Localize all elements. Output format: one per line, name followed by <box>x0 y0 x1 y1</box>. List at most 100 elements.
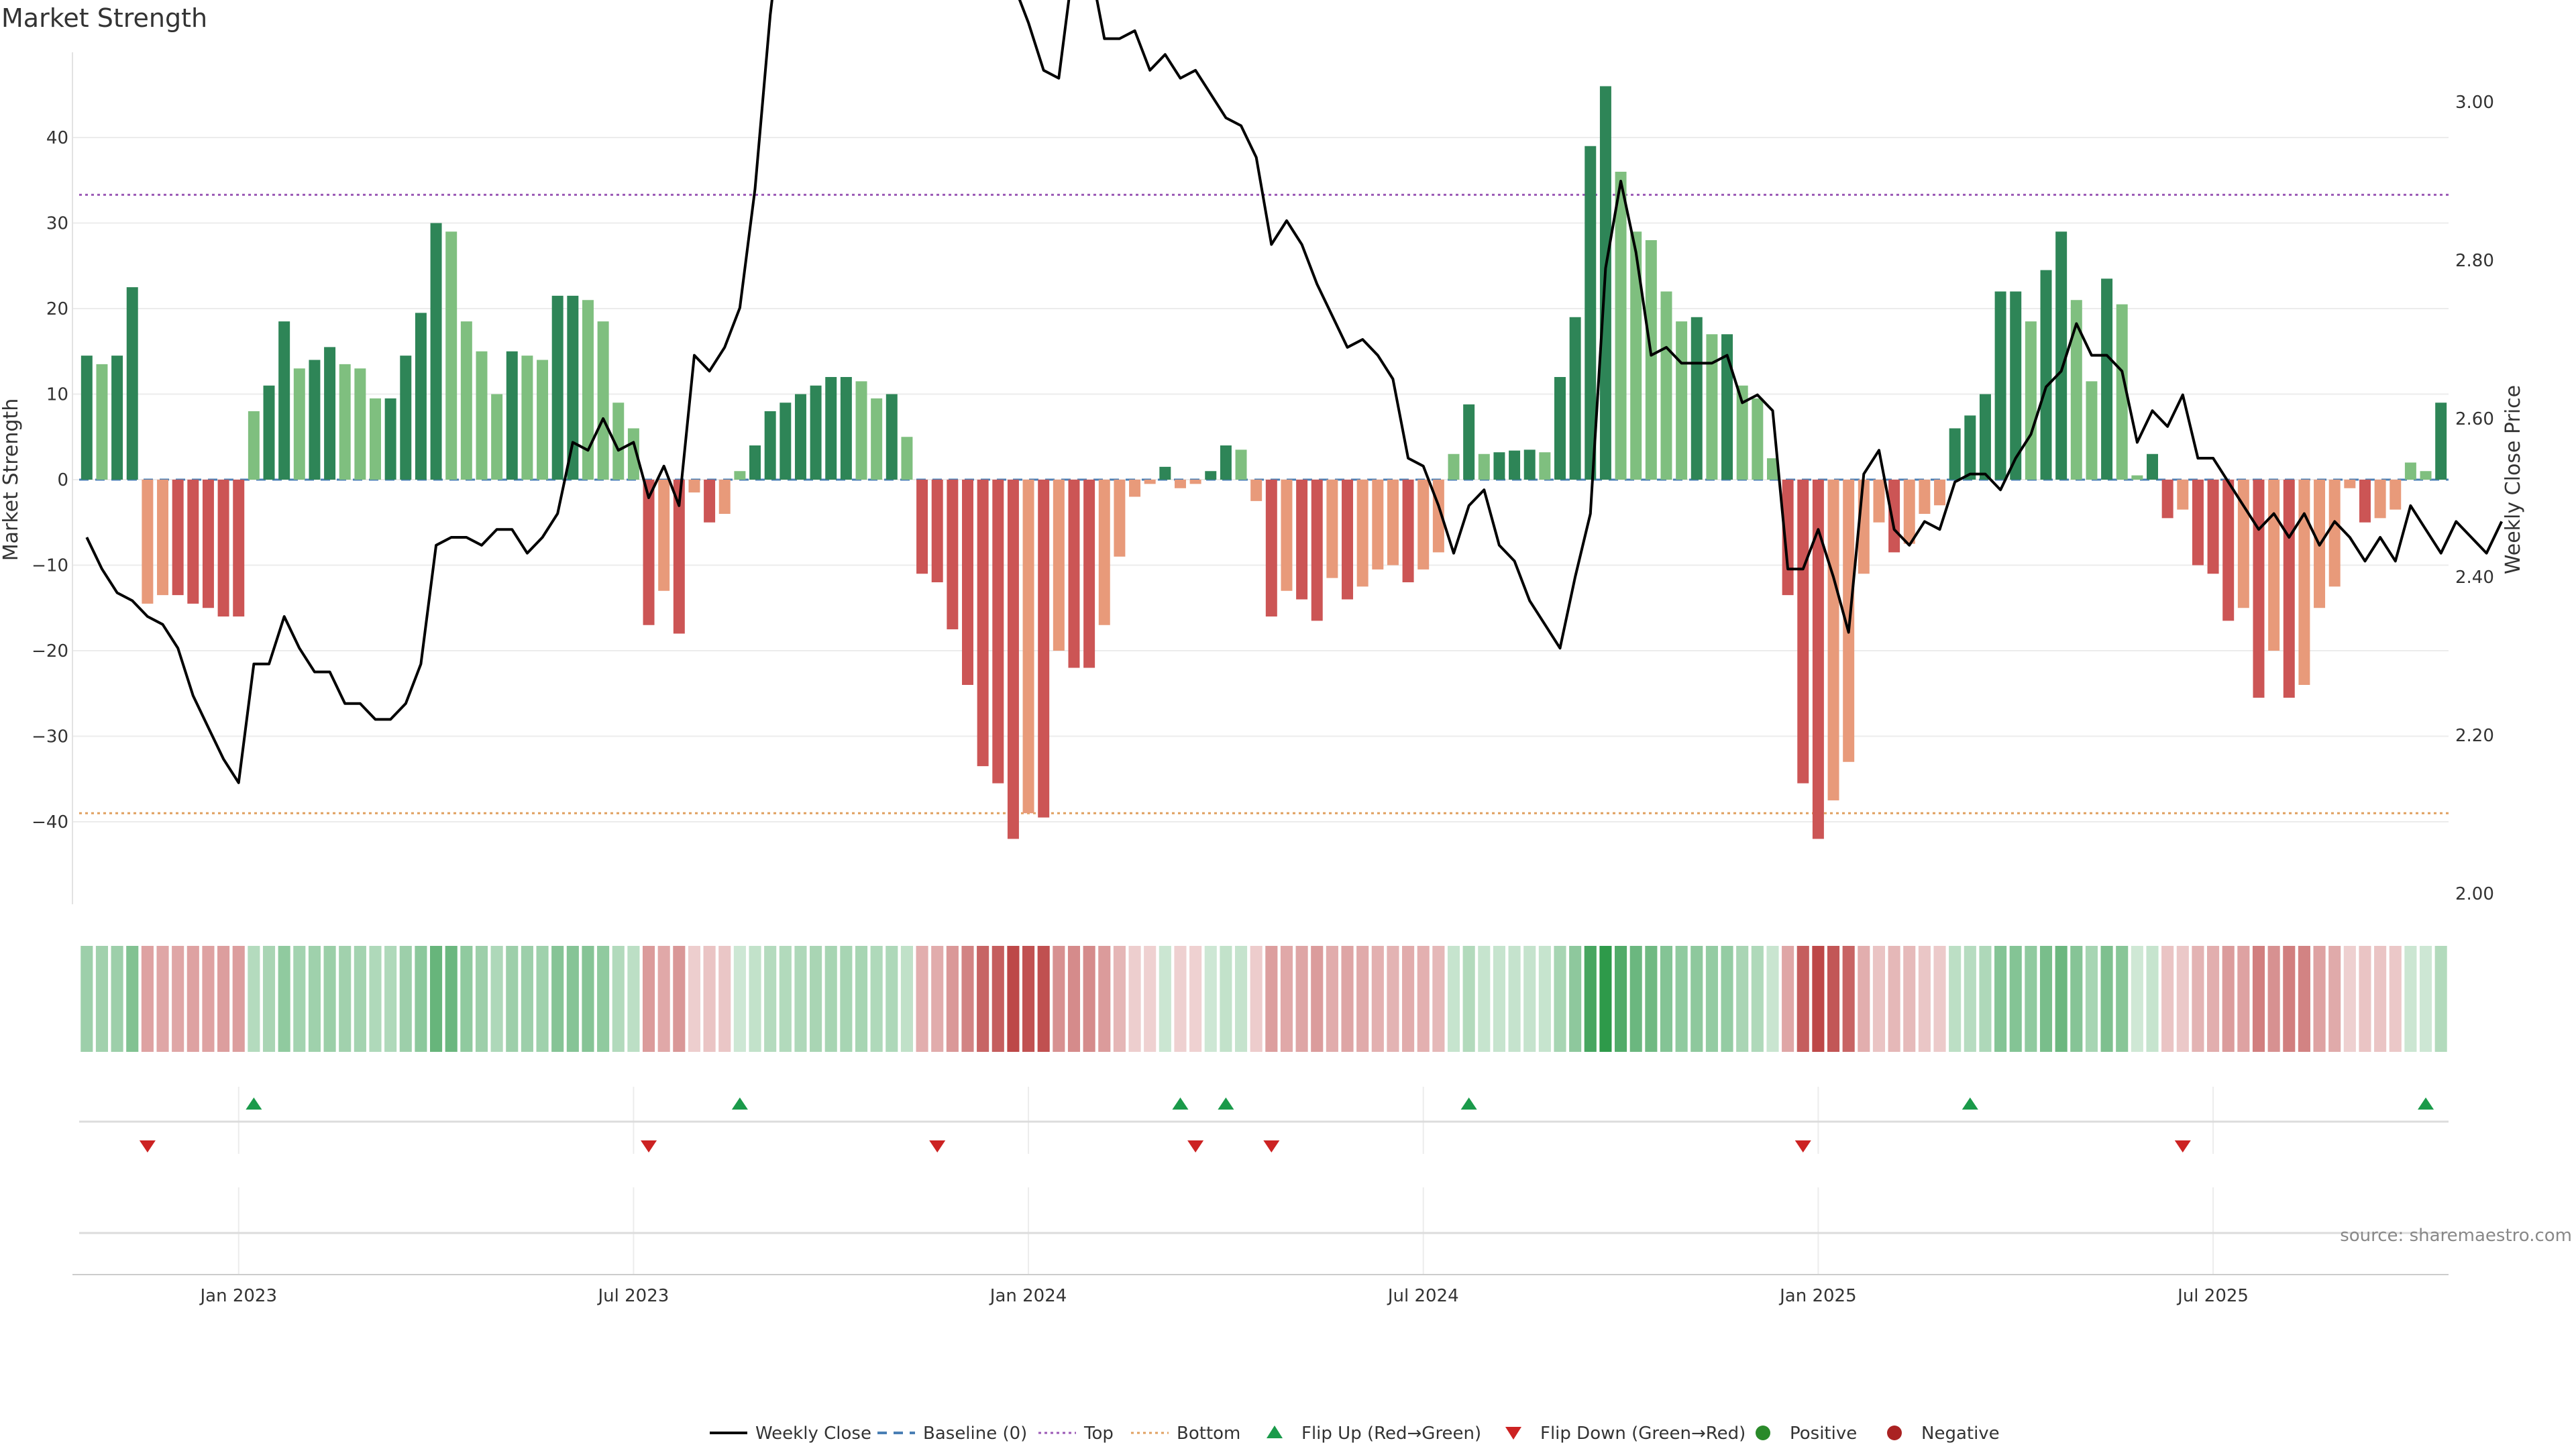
heat-cell <box>490 946 503 1052</box>
heat-cell <box>824 946 837 1052</box>
strength-bar <box>992 480 1004 784</box>
strength-bar <box>1690 317 1703 480</box>
flip-up-marker <box>2418 1097 2434 1110</box>
heat-cell <box>521 946 533 1052</box>
heat-cell <box>1493 946 1505 1052</box>
legend-swatch-flip-up <box>1267 1426 1283 1438</box>
heat-cell <box>2207 946 2220 1052</box>
strength-bar <box>354 368 366 480</box>
strength-bar <box>1417 480 1430 570</box>
strength-bar <box>2298 480 2310 685</box>
legend-label: Baseline (0) <box>923 1424 1027 1444</box>
heat-cell <box>1508 946 1521 1052</box>
y-tick-left: 10 <box>46 385 68 405</box>
strength-bar <box>96 364 108 480</box>
heat-cell <box>1402 946 1415 1052</box>
heat-cell <box>1675 946 1688 1052</box>
strength-bar <box>1098 480 1110 625</box>
strength-bar <box>2359 480 2371 523</box>
heat-cell <box>2237 946 2250 1052</box>
legend-swatch-positive <box>1756 1426 1770 1440</box>
heat-cell <box>1569 946 1582 1052</box>
strength-bar <box>1387 480 1399 566</box>
heat-cell <box>1098 946 1111 1052</box>
heat-cell <box>810 946 822 1052</box>
legend-label: Flip Up (Red→Green) <box>1301 1424 1481 1444</box>
heat-cell <box>1234 946 1248 1052</box>
strength-bar <box>2086 381 2098 480</box>
strength-bar <box>1068 480 1080 668</box>
heat-cell <box>1872 946 1886 1052</box>
heat-cell <box>2161 946 2174 1052</box>
heat-cell <box>1964 946 1976 1052</box>
heat-cell <box>1782 946 1794 1052</box>
flip-down-marker <box>1187 1140 1204 1152</box>
heat-cell <box>1994 946 2007 1052</box>
y-tick-right: 2.40 <box>2455 568 2494 588</box>
strength-bar <box>2207 480 2219 574</box>
legend-item: Weekly Close <box>710 1424 871 1444</box>
heat-cell <box>1645 946 1658 1052</box>
strength-bar <box>1402 480 1414 582</box>
strength-bar <box>2040 270 2052 480</box>
strength-bar <box>324 347 336 480</box>
strength-bar <box>1478 453 1490 480</box>
heat-cell <box>2359 946 2371 1052</box>
right-axis-label: Weekly Close Price <box>2502 385 2525 574</box>
strength-bar <box>1220 445 1232 480</box>
strength-bar <box>2010 291 2022 480</box>
axes <box>72 52 2449 1275</box>
strength-bar <box>80 356 93 480</box>
heat-cell <box>642 946 655 1052</box>
x-tick-label: Jul 2024 <box>1387 1286 1459 1306</box>
strength-bar <box>582 300 594 480</box>
heat-cell <box>961 946 974 1052</box>
flip-up-marker <box>1962 1097 1978 1110</box>
strength-bar <box>1281 480 1293 591</box>
strength-bar <box>673 480 685 634</box>
heat-cell <box>657 946 670 1052</box>
heat-cell <box>916 946 928 1052</box>
heat-cell <box>202 946 215 1052</box>
heat-cell <box>1341 946 1354 1052</box>
heat-cell <box>840 946 853 1052</box>
strength-bar <box>658 480 670 591</box>
strength-bar <box>491 394 503 480</box>
legend-item: Flip Up (Red→Green) <box>1267 1424 1481 1444</box>
heat-cell <box>1220 946 1232 1052</box>
strength-bar <box>1296 480 1308 600</box>
strength-bar <box>2055 231 2068 480</box>
strength-bar <box>916 480 928 574</box>
heat-cell <box>430 946 443 1052</box>
heat-cell <box>673 946 686 1052</box>
heat-cell <box>991 946 1004 1052</box>
source-note: source: sharemaestro.com <box>2340 1226 2572 1246</box>
heat-cell <box>2389 946 2402 1052</box>
strength-bar <box>111 356 123 480</box>
x-tick-label: Jan 2023 <box>199 1286 277 1306</box>
heat-cell <box>536 946 549 1052</box>
heat-cell <box>2176 946 2189 1052</box>
flip-down-marker <box>2174 1140 2191 1152</box>
heat-cell <box>612 946 625 1052</box>
strength-bar <box>810 385 822 480</box>
strength-bar <box>1083 480 1095 668</box>
strength-bar <box>2344 480 2356 488</box>
heat-cell <box>1371 946 1384 1052</box>
heat-cell <box>1933 946 1946 1052</box>
strength-bar <box>1994 291 2006 480</box>
strength-bar <box>217 480 229 616</box>
strength-bar <box>1660 291 1672 480</box>
strength-bar <box>1022 480 1034 814</box>
strength-bar <box>1372 480 1384 570</box>
strength-bar <box>476 351 488 480</box>
heat-cell <box>248 946 260 1052</box>
flip-up-marker <box>1172 1097 1189 1110</box>
strength-bar <box>1311 480 1323 621</box>
heat-cell <box>2192 946 2204 1052</box>
strength-bar <box>1523 449 1536 480</box>
heat-cell <box>2298 946 2310 1052</box>
strength-bar <box>1159 466 1171 480</box>
flip-down-marker <box>1794 1140 1811 1152</box>
heat-cell <box>1660 946 1673 1052</box>
